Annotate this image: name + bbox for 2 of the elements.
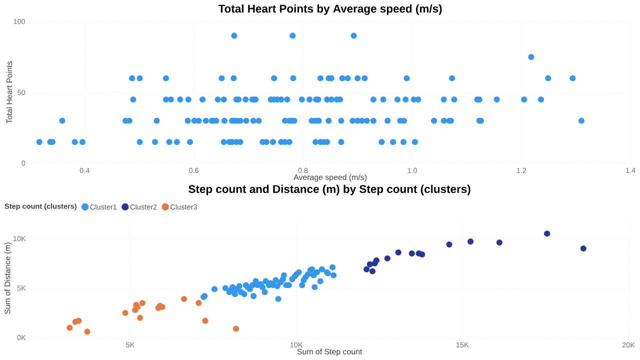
chart-title: Total Heart Points by Average speed (m/s): [218, 4, 442, 15]
chart-title: Step count and Distance (m) by Step count (clusters): [188, 184, 470, 196]
